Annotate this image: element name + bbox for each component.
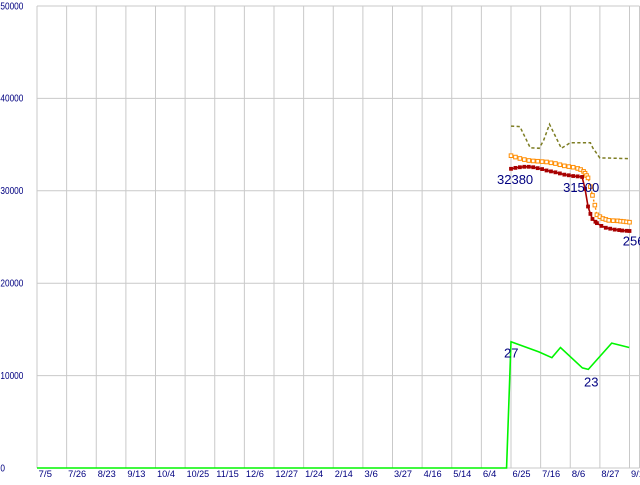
svg-text:2/14: 2/14 [335,469,353,480]
svg-text:3/27: 3/27 [394,469,412,480]
svg-text:27: 27 [504,346,518,361]
svg-text:9/13: 9/13 [127,469,145,480]
svg-text:10000: 10000 [0,371,23,382]
svg-text:7/26: 7/26 [68,469,86,480]
svg-text:9/17: 9/17 [631,469,640,480]
svg-text:25690: 25690 [623,234,640,249]
svg-text:50000: 50000 [0,1,23,12]
svg-text:20000: 20000 [0,279,23,290]
svg-text:30000: 30000 [0,186,23,197]
svg-text:11/15: 11/15 [216,469,239,480]
svg-text:10/25: 10/25 [187,469,210,480]
svg-text:7/5: 7/5 [39,469,53,480]
svg-text:23: 23 [584,374,598,389]
svg-text:6/4: 6/4 [483,469,497,480]
svg-text:7/16: 7/16 [542,469,560,480]
svg-text:8/23: 8/23 [98,469,116,480]
svg-text:3/6: 3/6 [364,469,378,480]
svg-text:4/16: 4/16 [424,469,442,480]
svg-text:12/6: 12/6 [246,469,264,480]
svg-text:6/25: 6/25 [513,469,531,480]
svg-text:1/24: 1/24 [305,469,323,480]
svg-text:12/27: 12/27 [276,469,299,480]
svg-text:8/27: 8/27 [601,469,619,480]
svg-text:40000: 40000 [0,94,23,105]
svg-text:10/4: 10/4 [157,469,175,480]
svg-text:0: 0 [0,463,5,474]
svg-text:8/6: 8/6 [572,469,586,480]
svg-text:31500: 31500 [563,180,599,195]
svg-text:5/14: 5/14 [453,469,471,480]
svg-text:32380: 32380 [497,172,533,187]
